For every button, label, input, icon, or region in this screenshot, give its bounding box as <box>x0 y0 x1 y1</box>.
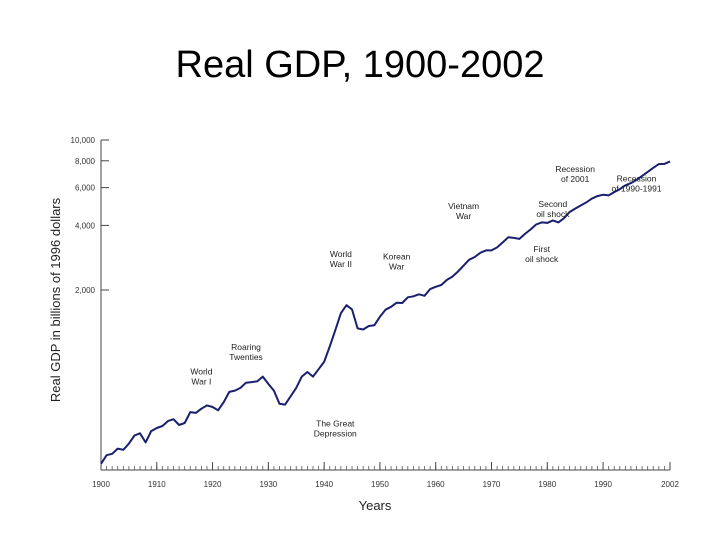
x-axis-title: Years <box>359 498 392 513</box>
x-tick-label: 2002 <box>661 480 679 489</box>
y-tick-label: 2,000 <box>75 286 96 295</box>
y-axis-title: Real GDP in billions of 1996 dollars <box>48 197 63 402</box>
annotation-roaring-twenties: Roaring Twenties <box>229 342 263 362</box>
annotation-vietnam-war: Vietnam War <box>448 201 479 221</box>
annotation-world-war-ii: World War II <box>330 249 352 269</box>
event-annotations: World War I Roaring Twenties The Great Depres… <box>190 164 661 439</box>
x-tick-label: 1940 <box>315 480 333 489</box>
annotation-the-great-depression: The Great Depression <box>314 419 357 439</box>
y-tick-label: 6,000 <box>75 184 96 193</box>
y-tick-label: 10,000 <box>71 136 96 145</box>
annotation-recession-of-2001: Recession of 2001 <box>555 164 595 184</box>
slide-title: Real GDP, 1900-2002 <box>175 44 545 86</box>
x-tick-label: 1980 <box>538 480 556 489</box>
x-tick-label: 1970 <box>483 480 501 489</box>
annotation-world-war-i: World War I <box>190 367 212 387</box>
x-axis-ticks: 1900 1910 1920 1930 1940 1950 1960 1970 1980 1990… <box>92 462 679 489</box>
x-tick-label: 1910 <box>148 480 166 489</box>
annotation-korean-war: Korean War <box>383 252 411 272</box>
annotation-second-oil-shock: Second oil shock <box>536 199 570 219</box>
annotation-first-oil-shock: First oil shock <box>525 244 559 264</box>
x-tick-label: 1930 <box>259 480 277 489</box>
y-tick-label: 4,000 <box>75 221 96 230</box>
x-tick-label: 1990 <box>594 480 612 489</box>
x-tick-label: 1920 <box>204 480 222 489</box>
annotation-recession-of-1990-1991: Recession of 1990-1991 <box>611 173 661 193</box>
y-axis-ticks: 2,000 4,000 6,000 8,000 10,000 <box>71 136 109 295</box>
x-tick-label: 1950 <box>371 480 389 489</box>
y-tick-label: 8,000 <box>75 157 96 166</box>
x-tick-label: 1900 <box>92 480 110 489</box>
x-tick-label: 1960 <box>427 480 445 489</box>
series-line-real-gdp <box>100 160 671 465</box>
